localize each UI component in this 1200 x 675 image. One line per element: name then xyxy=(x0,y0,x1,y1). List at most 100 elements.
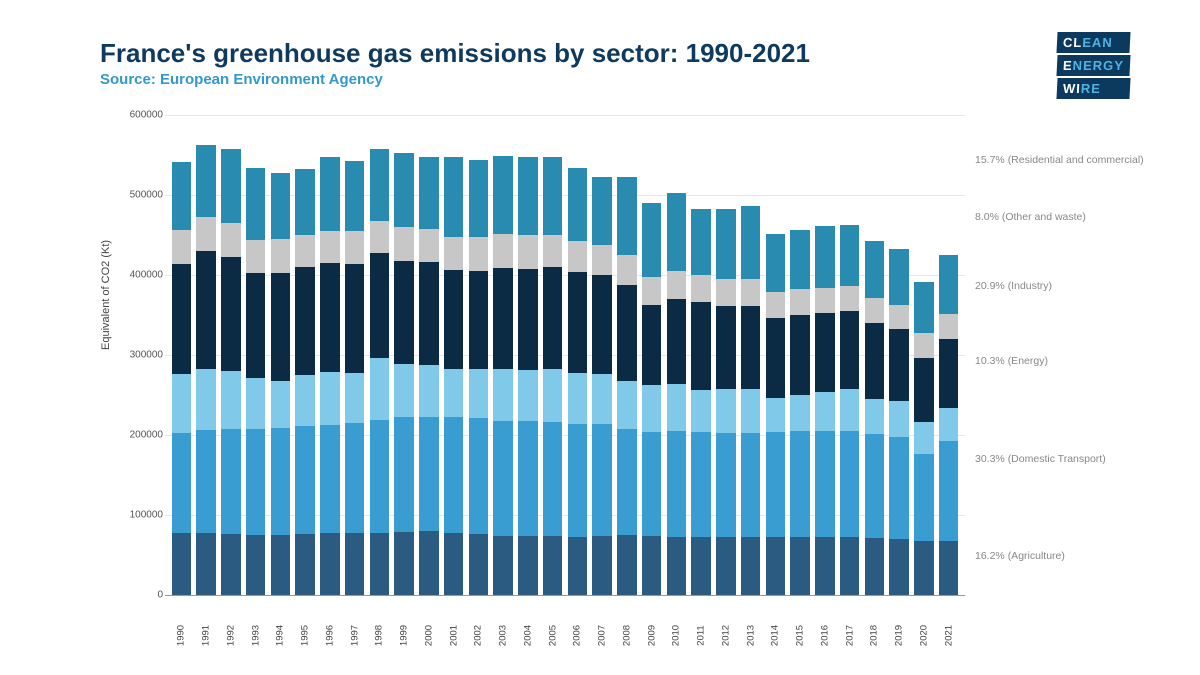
stacked-bar xyxy=(865,241,884,595)
bar-segment-energy xyxy=(469,369,488,419)
y-tick-label: 100000 xyxy=(118,510,163,521)
bar-segment-industry xyxy=(815,313,834,391)
bar-segment-agriculture xyxy=(221,534,240,595)
x-tick-label: 2008 xyxy=(621,625,632,646)
legend-label-other_waste: 8.0% (Other and waste) xyxy=(975,211,1086,224)
bar-segment-agriculture xyxy=(642,536,661,595)
bar-column: 2016 xyxy=(813,115,838,595)
x-tick-label: 2014 xyxy=(770,625,781,646)
stacked-bar xyxy=(716,209,735,595)
bar-segment-energy xyxy=(246,378,265,428)
bar-segment-domestic_transport xyxy=(493,421,512,536)
bar-segment-domestic_transport xyxy=(939,441,958,541)
bar-segment-other_waste xyxy=(741,279,760,306)
bar-segment-energy xyxy=(667,384,686,431)
bar-segment-agriculture xyxy=(865,538,884,595)
bar-segment-other_waste xyxy=(914,333,933,358)
bar-segment-other_waste xyxy=(716,279,735,306)
legend-label-agriculture: 16.2% (Agriculture) xyxy=(975,550,1065,563)
bar-segment-residential_commercial xyxy=(196,145,215,218)
bar-segment-industry xyxy=(716,306,735,389)
bar-segment-residential_commercial xyxy=(716,209,735,279)
bar-segment-other_waste xyxy=(790,289,809,315)
bar-segment-agriculture xyxy=(889,539,908,595)
bar-column: 1997 xyxy=(342,115,367,595)
x-tick-label: 2010 xyxy=(671,625,682,646)
x-tick-label: 1992 xyxy=(225,625,236,646)
bar-column: 2012 xyxy=(714,115,739,595)
x-tick-label: 1997 xyxy=(349,625,360,646)
stacked-bar xyxy=(172,162,191,595)
bar-segment-domestic_transport xyxy=(345,423,364,533)
bar-segment-energy xyxy=(815,392,834,431)
stacked-bar xyxy=(196,145,215,595)
stacked-bar xyxy=(840,225,859,595)
bar-segment-residential_commercial xyxy=(592,177,611,245)
stacked-bar xyxy=(914,282,933,595)
bar-segment-domestic_transport xyxy=(196,430,215,532)
bar-segment-other_waste xyxy=(543,235,562,267)
stacked-bar xyxy=(221,149,240,595)
bar-segment-other_waste xyxy=(246,240,265,274)
x-tick-label: 2007 xyxy=(597,625,608,646)
y-axis-label: Equivalent of CO2 (Kt) xyxy=(100,240,112,350)
bar-segment-industry xyxy=(493,268,512,370)
bar-segment-residential_commercial xyxy=(345,161,364,231)
bar-segment-domestic_transport xyxy=(716,433,735,538)
bar-segment-residential_commercial xyxy=(172,162,191,230)
bar-segment-residential_commercial xyxy=(741,206,760,279)
bar-segment-agriculture xyxy=(568,537,587,595)
logo-row-2: ENERGY xyxy=(1057,55,1131,76)
x-tick-label: 1995 xyxy=(300,625,311,646)
bar-segment-other_waste xyxy=(815,288,834,314)
bar-segment-agriculture xyxy=(790,537,809,595)
stacked-bar xyxy=(370,149,389,595)
bar-segment-domestic_transport xyxy=(790,431,809,537)
bar-segment-domestic_transport xyxy=(840,431,859,537)
bar-segment-residential_commercial xyxy=(889,249,908,305)
bar-segment-other_waste xyxy=(865,298,884,323)
bar-segment-industry xyxy=(370,253,389,358)
bar-segment-energy xyxy=(295,375,314,426)
bar-segment-domestic_transport xyxy=(295,426,314,534)
x-tick-label: 2001 xyxy=(448,625,459,646)
bar-segment-agriculture xyxy=(394,532,413,595)
stacked-bar xyxy=(617,177,636,595)
bar-segment-energy xyxy=(741,389,760,432)
bar-column: 2015 xyxy=(788,115,813,595)
y-tick-label: 300000 xyxy=(118,350,163,361)
bar-segment-energy xyxy=(840,389,859,431)
bar-segment-agriculture xyxy=(716,537,735,595)
bar-segment-domestic_transport xyxy=(889,437,908,539)
bar-column: 2014 xyxy=(763,115,788,595)
bar-segment-energy xyxy=(914,422,933,454)
stacked-bar xyxy=(320,157,339,595)
bar-segment-industry xyxy=(617,285,636,381)
x-axis-line xyxy=(165,595,965,596)
bar-segment-other_waste xyxy=(691,275,710,302)
bar-column: 2013 xyxy=(738,115,763,595)
stacked-bar xyxy=(345,161,364,595)
bar-column: 1992 xyxy=(219,115,244,595)
stacked-bar xyxy=(889,249,908,595)
bar-segment-domestic_transport xyxy=(419,417,438,531)
stacked-bar xyxy=(815,226,834,595)
bar-segment-domestic_transport xyxy=(766,432,785,537)
bar-segment-other_waste xyxy=(295,235,314,267)
stacked-bar xyxy=(766,234,785,595)
bar-segment-other_waste xyxy=(196,217,215,251)
stacked-bar xyxy=(592,177,611,595)
bar-segment-industry xyxy=(320,263,339,372)
stacked-bar xyxy=(444,157,463,595)
bar-segment-residential_commercial xyxy=(815,226,834,288)
logo-row-1: CLEAN xyxy=(1057,32,1131,53)
bar-segment-residential_commercial xyxy=(568,168,587,242)
bar-segment-energy xyxy=(444,369,463,417)
bar-segment-agriculture xyxy=(691,537,710,595)
bar-segment-domestic_transport xyxy=(815,431,834,537)
bar-column: 1990 xyxy=(169,115,194,595)
bar-segment-energy xyxy=(518,370,537,420)
bar-segment-energy xyxy=(493,369,512,420)
y-tick-label: 200000 xyxy=(118,430,163,441)
bar-segment-other_waste xyxy=(889,305,908,330)
